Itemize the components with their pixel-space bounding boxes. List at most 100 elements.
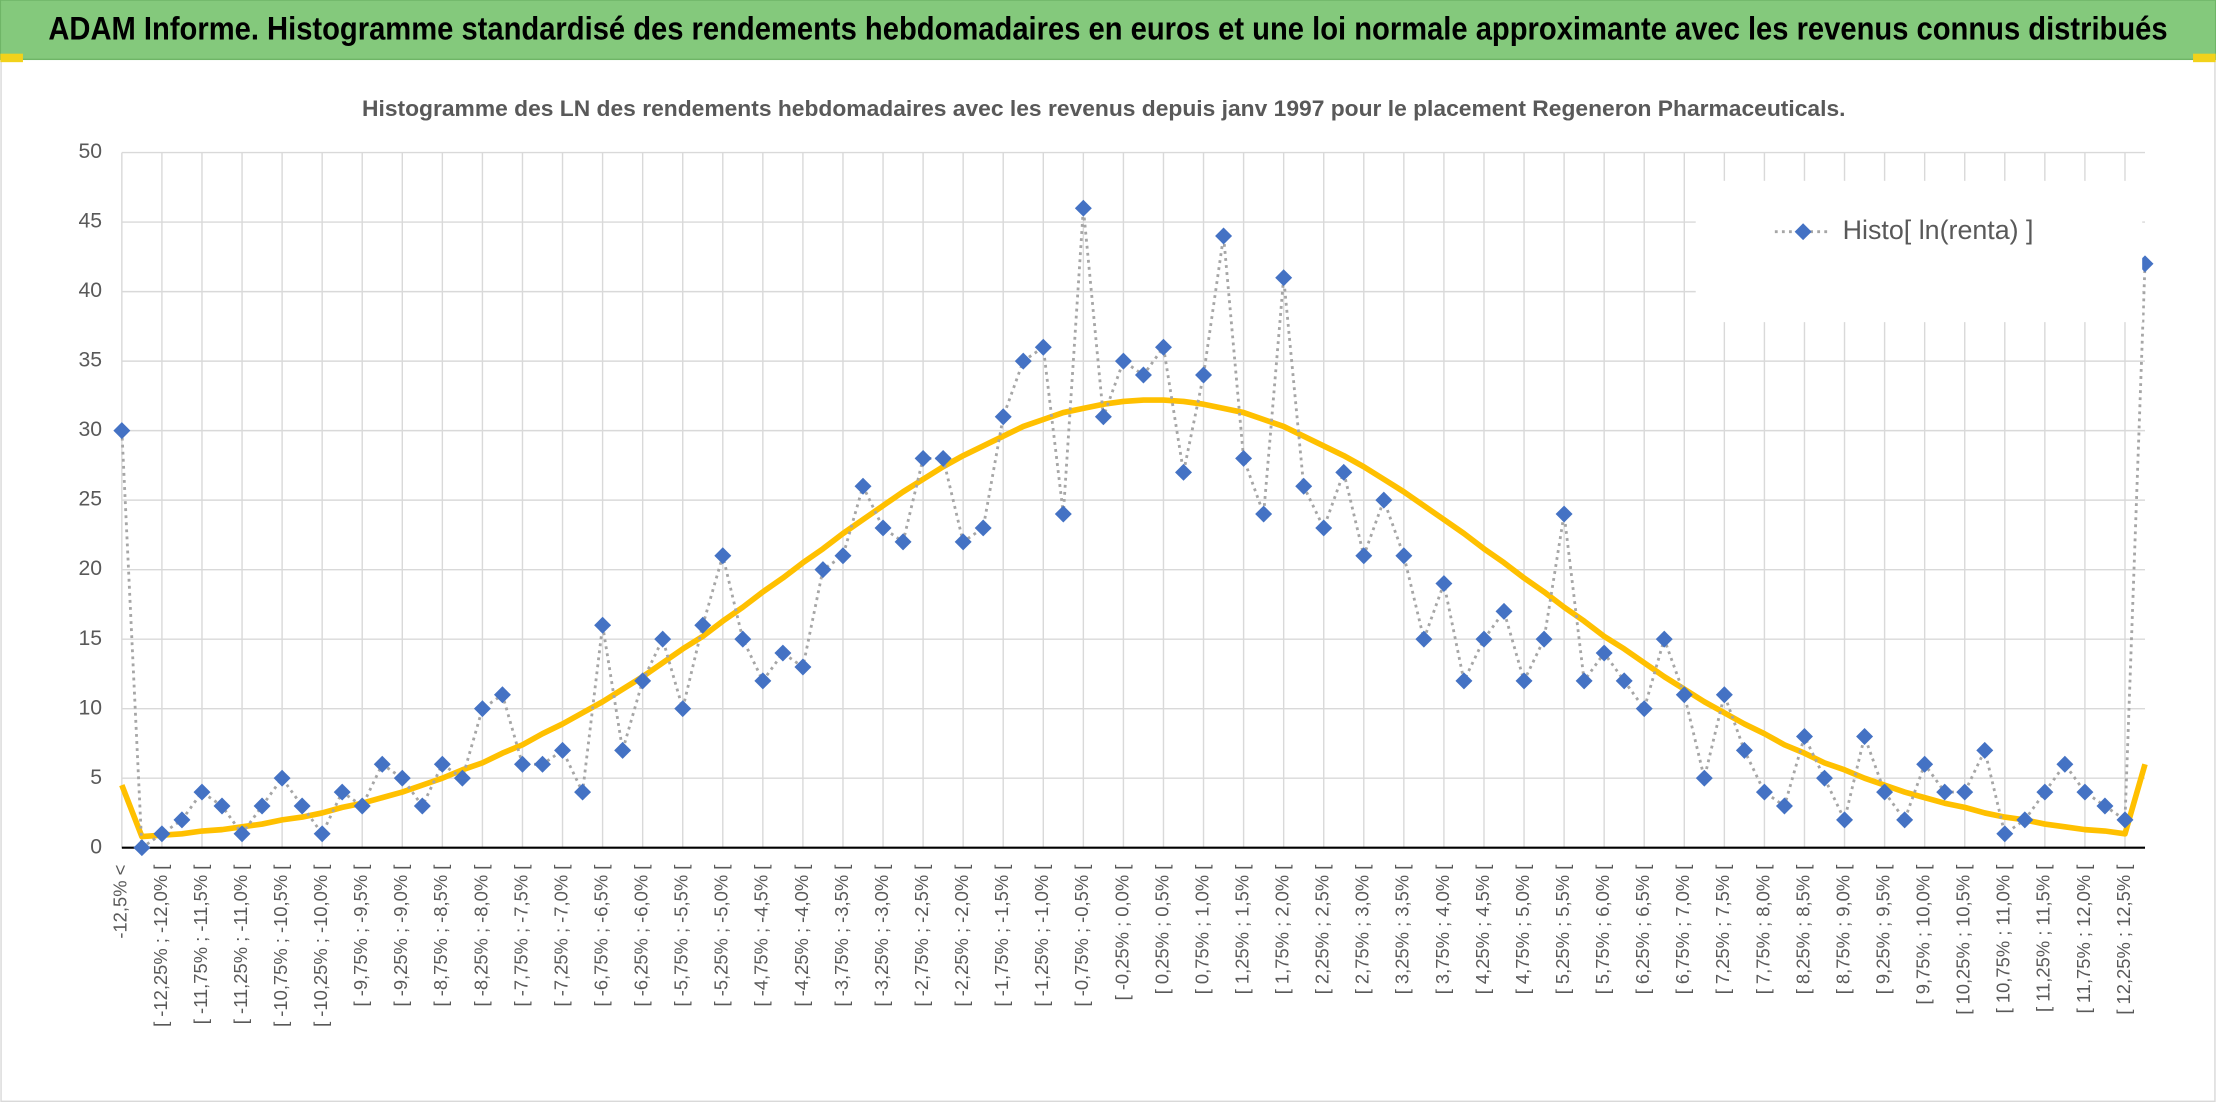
x-tick-label: [ 4,25% ; 4,5% [ <box>1472 865 1493 995</box>
data-point <box>1355 547 1373 565</box>
x-tick-label: [ -10,75% ; -10,5% [ <box>270 865 291 1027</box>
x-tick-label: [ -0,25% ; 0,0% [ <box>1111 865 1132 1001</box>
data-point <box>1555 505 1573 523</box>
x-tick-label: [ -12,25% ; -12,0% [ <box>150 865 171 1027</box>
y-tick-label: 20 <box>78 557 102 580</box>
x-tick-label: [ 5,25% ; 5,5% [ <box>1552 865 1573 995</box>
data-point <box>974 519 992 537</box>
data-point <box>674 700 692 718</box>
y-tick-label: 30 <box>78 418 102 441</box>
data-point <box>433 755 451 773</box>
data-point <box>313 825 331 843</box>
data-point <box>1956 783 1974 801</box>
data-point <box>173 811 191 829</box>
data-point <box>373 755 391 773</box>
x-tick-label: [ -6,25% ; -6,0% [ <box>631 865 652 1007</box>
x-tick-label: -12,5% < <box>110 865 131 939</box>
data-point <box>1695 769 1713 787</box>
data-point <box>333 783 351 801</box>
data-point <box>934 449 952 467</box>
x-tick-label: [ 3,75% ; 4,0% [ <box>1432 865 1453 995</box>
data-point <box>1315 519 1333 537</box>
data-point <box>1816 769 1833 787</box>
data-point <box>513 755 531 773</box>
data-point <box>253 797 271 815</box>
data-point <box>1535 630 1553 648</box>
data-point <box>1335 463 1353 481</box>
data-point <box>954 533 972 551</box>
data-point <box>794 658 812 676</box>
x-tick-label: [ -5,25% ; -5,0% [ <box>711 865 732 1007</box>
data-point <box>874 519 892 537</box>
data-point <box>453 769 471 787</box>
x-tick-label: [ 7,25% ; 7,5% [ <box>1712 865 1733 995</box>
data-point <box>293 797 311 815</box>
data-point <box>2036 783 2054 801</box>
data-point <box>1235 449 1253 467</box>
x-tick-label: [ -5,75% ; -5,5% [ <box>671 865 692 1007</box>
y-tick-label: 40 <box>78 279 102 302</box>
data-point <box>1155 338 1172 356</box>
data-point <box>774 644 792 662</box>
x-tick-label: [ -9,75% ; -9,5% [ <box>350 865 371 1007</box>
data-point <box>1876 783 1894 801</box>
x-tick-label: [ -1,25% ; -1,0% [ <box>1031 865 1052 1007</box>
data-point <box>1094 408 1112 426</box>
x-tick-label: [ -10,25% ; -10,0% [ <box>310 865 331 1027</box>
x-tick-label: [ 9,75% ; 10,0% [ <box>1913 865 1934 1005</box>
x-tick-label: [ 6,75% ; 7,0% [ <box>1672 865 1693 995</box>
data-point <box>2116 811 2134 829</box>
data-point <box>1495 602 1513 620</box>
x-tick-label: [ -1,75% ; -1,5% [ <box>991 865 1012 1007</box>
data-point <box>994 408 1012 426</box>
data-point <box>1896 811 1914 829</box>
data-point <box>393 769 411 787</box>
data-point <box>353 797 371 815</box>
banner-corner <box>2193 53 2216 63</box>
x-tick-label: [ 6,25% ; 6,5% [ <box>1632 865 1653 995</box>
y-tick-label: 10 <box>78 696 102 719</box>
x-tick-label: [ 8,75% ; 9,0% [ <box>1832 865 1853 995</box>
data-point <box>1735 741 1753 759</box>
x-tick-label: [ 0,75% ; 1,0% [ <box>1191 865 1212 995</box>
data-point <box>654 630 672 648</box>
x-tick-label: [ 7,75% ; 8,0% [ <box>1752 865 1773 995</box>
legend-label: Histo[ ln(renta) ] <box>1843 215 2034 245</box>
x-tick-label: [ -2,75% ; -2,5% [ <box>911 865 932 1007</box>
data-point <box>694 616 712 634</box>
data-point <box>113 422 131 440</box>
data-point <box>1455 672 1473 690</box>
series-line <box>119 397 2148 840</box>
data-point <box>1295 477 1313 495</box>
data-point <box>1836 811 1854 829</box>
x-tick-label: [ 9,25% ; 9,5% [ <box>1872 865 1893 995</box>
data-point <box>153 825 171 843</box>
y-tick-label: 45 <box>78 210 102 233</box>
data-point <box>1375 491 1393 509</box>
x-tick-label: [ 1,75% ; 2,0% [ <box>1272 865 1293 995</box>
grid: 0 5 10 15 20 25 30 35 40 45 50 -12,5% < [ -12,25% ; … <box>78 140 2146 1027</box>
data-point <box>1114 352 1132 370</box>
data-point <box>1655 630 1673 648</box>
y-tick-label: 25 <box>78 488 102 511</box>
x-tick-label: [ 12,25% ; 12,5% [ <box>2113 865 2134 1015</box>
data-point <box>273 769 291 787</box>
data-point <box>1996 825 2014 843</box>
data-point <box>834 547 852 565</box>
x-tick-label: [ 2,25% ; 2,5% [ <box>1312 865 1333 995</box>
x-tick-label: [ 11,75% ; 12,0% [ <box>2073 865 2094 1014</box>
data-point <box>534 755 551 773</box>
data-point <box>473 700 491 718</box>
plot-area <box>113 199 2154 857</box>
x-tick-label: [ -0,75% ; -0,5% [ <box>1071 865 1092 1007</box>
data-point <box>574 783 592 801</box>
chart-subtitle: Histogramme des LN des rendements hebdom… <box>362 96 1845 121</box>
x-tick-label: [ 10,25% ; 10,5% [ <box>1953 865 1974 1015</box>
y-tick-label: 15 <box>78 627 102 650</box>
data-point <box>1595 644 1613 662</box>
y-tick-label: 35 <box>78 349 102 372</box>
data-point <box>1675 686 1693 704</box>
data-point <box>734 630 752 648</box>
data-point <box>754 672 772 690</box>
data-point <box>914 449 932 467</box>
